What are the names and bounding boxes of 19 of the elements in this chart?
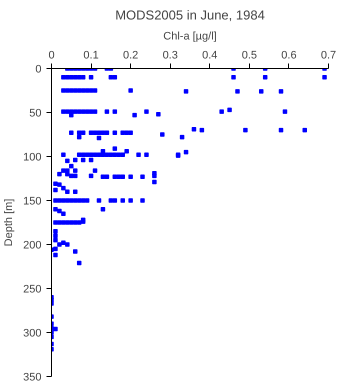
x-tick-label: 0.3: [162, 50, 178, 62]
y-tick-label: 250: [23, 284, 42, 296]
x-tick-label: 0.5: [242, 50, 258, 62]
y-tick-label: 300: [23, 328, 42, 340]
x-tick-label: 0.7: [320, 50, 336, 62]
y-tick-label: 50: [29, 108, 42, 120]
y-tick-label: 350: [23, 372, 42, 384]
y-tick-label: 100: [23, 152, 42, 164]
x-tick-label: 0.2: [122, 50, 138, 62]
y-tick-label: 0: [35, 64, 42, 76]
chart-title: MODS2005 in June, 1984: [115, 8, 265, 22]
y-tick-label: 200: [23, 240, 42, 252]
x-tick-label: 0: [48, 50, 55, 62]
x-tick-label: 0.6: [281, 50, 297, 62]
x-axis-title: Chl-a [µg/l]: [163, 30, 217, 42]
y-tick-label: 150: [23, 196, 42, 208]
y-axis-title: Depth [m]: [3, 198, 16, 246]
x-tick-label: 0.1: [83, 50, 99, 62]
x-tick-label: 0.4: [202, 50, 218, 62]
